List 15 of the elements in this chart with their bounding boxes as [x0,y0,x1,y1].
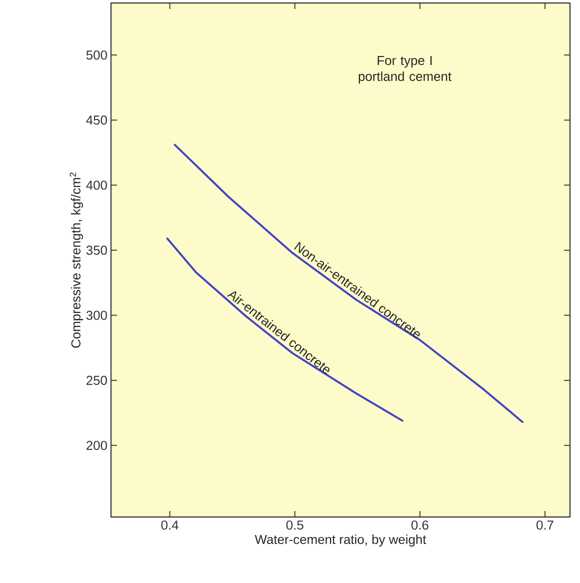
x-tick-label: 0.7 [536,520,554,530]
y-tick-label: 400 [86,180,107,190]
x-tick-label: 0.6 [411,520,428,530]
y-tick-label: 500 [86,50,107,60]
x-tick-label: 0.4 [161,520,178,530]
annotation: For type I portland cement [358,56,452,84]
y-axis-title: Compressive strength, kgf/cm$^{2}$ [70,172,84,348]
y-tick-label: 350 [86,246,107,255]
y-tick-label: 250 [86,376,107,385]
x-axis-title: Water-cement ratio, by weight [254,534,426,547]
y-tick-label: 200 [86,440,107,450]
x-tick-label: 0.5 [286,520,304,530]
line-series [174,144,524,423]
y-tick-label: 450 [86,116,107,125]
y-tick-label: 300 [86,310,107,320]
